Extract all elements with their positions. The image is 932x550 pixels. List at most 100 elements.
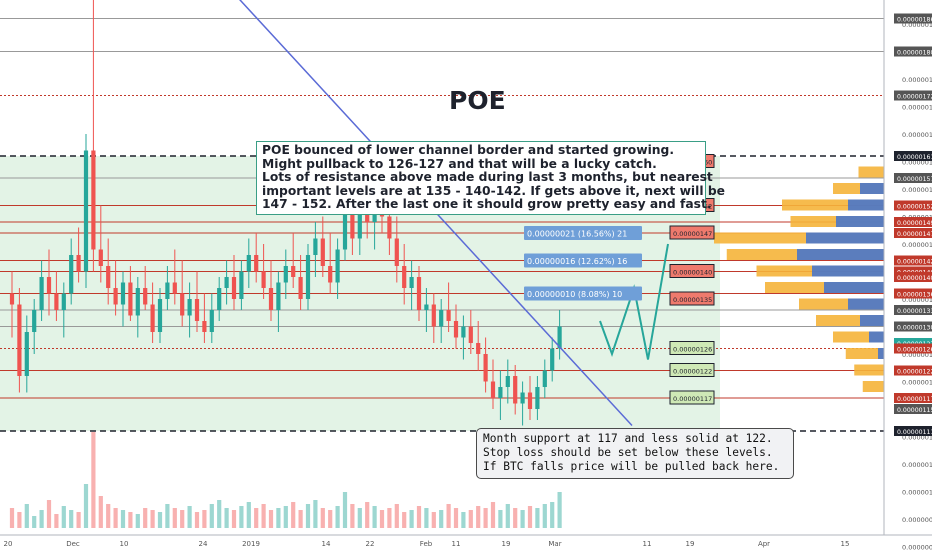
volume-bar (69, 510, 74, 528)
candle-body (17, 304, 22, 376)
volume-profile-bar (869, 331, 884, 343)
volume-bar (172, 508, 177, 528)
candle-body (535, 387, 540, 409)
candle-body (91, 150, 96, 250)
volume-bar (542, 504, 547, 528)
price-tag (894, 13, 932, 24)
target-box-label: 0.00000117 (673, 395, 712, 403)
candle-body (9, 293, 15, 305)
price-tick-label: 0.00000185 (902, 21, 932, 29)
measure-label-bg (524, 286, 642, 301)
analysis-note-line: POE bounced of lower channel border and … (262, 143, 675, 157)
candle-body (476, 343, 481, 354)
candle-body (387, 216, 392, 239)
price-tag (894, 343, 932, 354)
volume-bar (468, 510, 473, 528)
volume-profile-bar (812, 265, 884, 277)
target-box (669, 264, 715, 278)
volume-bar (120, 510, 126, 528)
price-tick-label: 0.00000135 (902, 296, 932, 304)
candle-body (446, 310, 451, 321)
candle-body (513, 376, 518, 404)
volume-bar (335, 506, 340, 528)
price-tag (894, 228, 932, 238)
candle-body (113, 288, 118, 305)
candle-body (320, 238, 325, 266)
candle-body (468, 326, 473, 343)
price-tag-label: 0.00000130 (897, 325, 932, 332)
volume-bar (298, 510, 303, 528)
support-note-line: Stop loss should be set below these leve… (483, 446, 773, 460)
volume-profile-bar (797, 249, 884, 260)
volume-bar (113, 508, 118, 528)
price-tag-label: 0.00000126 (897, 347, 932, 354)
volume-bar (261, 504, 266, 528)
candle-body (328, 266, 333, 283)
support-note[interactable]: Month support at 117 and less solid at 1… (476, 428, 794, 479)
time-tick-label: 10 (120, 540, 129, 548)
price-tag-label: 0.00000180 (897, 50, 932, 57)
volume-profile-bar (848, 298, 884, 310)
price-tick-label: 0.00000120 (902, 379, 932, 387)
volume-bar (557, 492, 562, 528)
price-tag (894, 288, 932, 299)
volume-bar (527, 506, 533, 528)
candle-body (224, 277, 229, 288)
time-tick-label: 19 (686, 540, 695, 548)
candle-body (128, 282, 133, 316)
volume-bar (76, 512, 81, 528)
volume-bar (535, 508, 540, 528)
volume-profile-bar (833, 183, 884, 194)
target-box (669, 390, 715, 405)
candle-body (313, 238, 318, 255)
price-tag (894, 305, 932, 315)
analysis-note[interactable]: POE bounced of lower channel border and … (256, 141, 725, 215)
candle-body (24, 332, 29, 376)
price-tag (894, 426, 932, 436)
candle-body (416, 277, 422, 310)
price-tick-label: 0.00000160 (902, 159, 932, 167)
candle-body (83, 150, 89, 272)
time-tick-label: 24 (199, 540, 208, 548)
volume-profile-bar (845, 348, 884, 359)
volume-bar (372, 506, 377, 528)
candle-body (268, 288, 274, 310)
candle-body (431, 304, 436, 327)
candle-body (261, 271, 266, 288)
price-tick-label: 0.00000125 (902, 351, 932, 359)
price-tick-label: 0.00000105 (902, 461, 932, 469)
candle-body (409, 277, 414, 288)
candle-body (490, 381, 496, 398)
volume-bar (513, 508, 518, 528)
measure-label: 0.00000021 (16.56%) 21 (527, 230, 627, 239)
candle-body (342, 189, 348, 250)
support-note-line: Month support at 117 and less solid at 1… (483, 432, 773, 445)
price-tag (894, 321, 932, 332)
volume-profile-bar (878, 348, 884, 359)
candle-body (505, 376, 510, 387)
candle-body (157, 299, 163, 332)
price-tag-label: 0.00000142 (897, 259, 932, 266)
candle-body (542, 370, 547, 387)
price-tag (894, 404, 932, 414)
volume-bar (17, 512, 22, 528)
volume-bar (165, 504, 170, 528)
measure-label: 0.00000016 (12.62%) 16 (527, 257, 627, 266)
time-tick-label: Feb (420, 540, 433, 548)
volume-profile-bar (833, 331, 884, 343)
target-box (669, 363, 715, 377)
volume-bar (239, 506, 244, 528)
candle-body (187, 299, 192, 316)
price-tag-label: 0.00000117 (897, 396, 932, 403)
analysis-note-line: Lots of resistance above made during las… (262, 170, 713, 185)
price-tag-label: 0.00000161 (897, 154, 932, 161)
time-tick-label: 22 (366, 540, 375, 548)
price-tag (894, 200, 932, 211)
candle-body (46, 277, 52, 294)
volume-bar (550, 502, 555, 528)
measure-label: 0.00000010 (8.08%) 10 (527, 290, 622, 299)
candle-body (98, 249, 103, 266)
price-tag-label: 0.00000111 (897, 429, 932, 436)
volume-bar (54, 514, 59, 528)
volume-bar (313, 500, 318, 528)
